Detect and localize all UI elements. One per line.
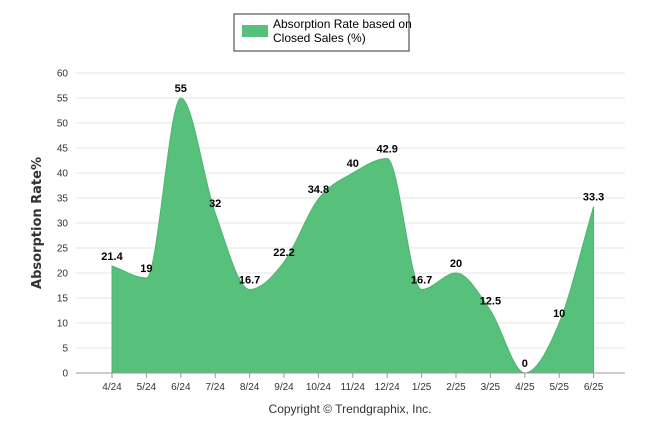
data-labels: 21.4 19 55 32 16.7 22.2 34.8 40 42.9 16.7 20 12.5 0 1… xyxy=(101,83,604,370)
data-label: 0 xyxy=(522,358,528,370)
x-tick-label: 2/25 xyxy=(446,382,466,393)
x-tick-label: 9/24 xyxy=(274,382,294,393)
x-tick-label: 8/24 xyxy=(240,382,260,393)
data-label: 16.7 xyxy=(239,275,260,287)
series-area xyxy=(111,97,595,374)
x-tick-label: 10/24 xyxy=(306,382,331,393)
y-tick-label: 60 xyxy=(57,69,69,80)
data-label: 32 xyxy=(209,198,221,210)
data-label: 33.3 xyxy=(583,192,604,204)
y-tick-label: 20 xyxy=(57,269,69,280)
x-tick-label: 6/24 xyxy=(171,382,191,393)
y-tick-label: 40 xyxy=(57,169,69,180)
data-label: 55 xyxy=(175,83,187,95)
x-tick-label: 11/24 xyxy=(341,382,366,393)
legend-label-line-1: Absorption Rate based on xyxy=(273,17,412,31)
legend-label-line-2: Closed Sales (%) xyxy=(273,31,366,45)
x-tick-label: 5/25 xyxy=(549,382,569,393)
y-axis-ticks: 0 5 10 15 20 25 30 35 40 45 50 55 60 xyxy=(57,69,69,380)
legend-swatch xyxy=(242,25,268,37)
y-tick-label: 0 xyxy=(62,369,68,380)
x-axis-ticks: 4/24 5/24 6/24 7/24 8/24 9/24 10/24 11/24 12/24 1… xyxy=(102,373,604,393)
y-tick-label: 45 xyxy=(57,144,69,155)
y-axis-title: Absorption Rate% xyxy=(30,157,45,289)
x-tick-label: 5/24 xyxy=(137,382,157,393)
data-label: 16.7 xyxy=(411,275,432,287)
data-label: 42.9 xyxy=(376,144,397,156)
data-label: 10 xyxy=(553,308,565,320)
x-tick-label: 4/25 xyxy=(515,382,535,393)
y-tick-label: 35 xyxy=(57,194,69,205)
x-tick-label: 3/25 xyxy=(481,382,501,393)
x-tick-label: 1/25 xyxy=(412,382,432,393)
y-tick-label: 55 xyxy=(57,94,69,105)
y-tick-label: 30 xyxy=(57,219,69,230)
y-tick-label: 25 xyxy=(57,244,69,255)
legend: Absorption Rate based on Closed Sales (%… xyxy=(233,13,412,52)
x-tick-label: 6/25 xyxy=(584,382,604,393)
data-label: 40 xyxy=(347,158,359,170)
data-label: 19 xyxy=(140,263,152,275)
y-tick-label: 15 xyxy=(57,294,69,305)
data-label: 22.2 xyxy=(273,247,294,259)
x-tick-label: 12/24 xyxy=(375,382,400,393)
data-label: 12.5 xyxy=(480,296,501,308)
data-label: 20 xyxy=(450,258,462,270)
data-label: 34.8 xyxy=(308,184,329,196)
y-tick-label: 10 xyxy=(57,319,69,330)
data-label: 21.4 xyxy=(101,251,123,263)
y-tick-label: 50 xyxy=(57,119,69,130)
y-tick-label: 5 xyxy=(62,344,68,355)
copyright-footer: Copyright © Trendgraphix, Inc. xyxy=(269,402,432,416)
x-tick-label: 7/24 xyxy=(205,382,225,393)
x-tick-label: 4/24 xyxy=(102,382,122,393)
